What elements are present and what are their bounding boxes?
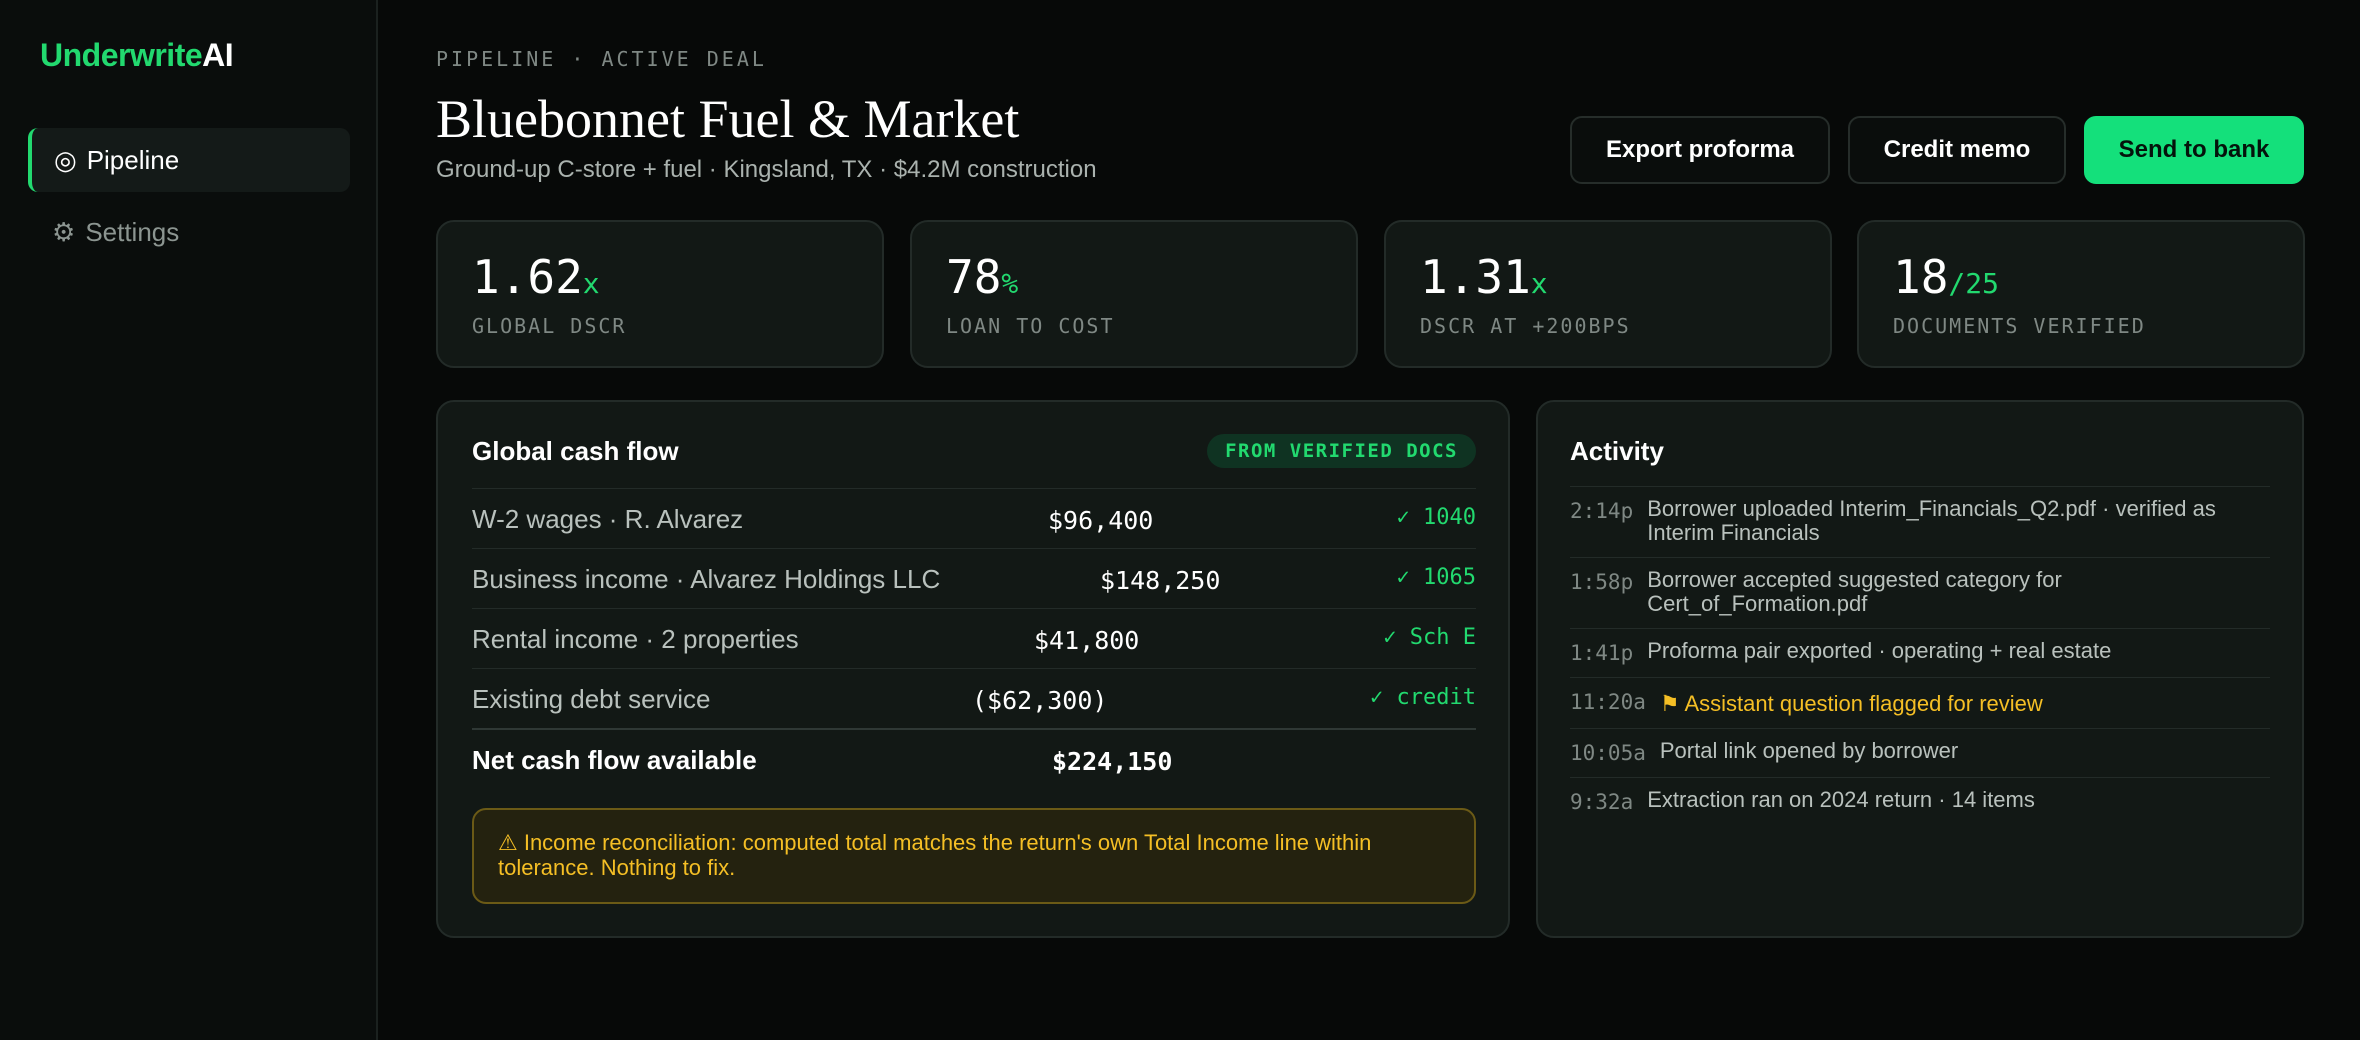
list-item[interactable]: 2:14p Borrower uploaded Interim_Financia… (1570, 486, 2270, 557)
sidebar-item-label: Pipeline (86, 144, 180, 175)
logo-accent-text: Underwrite (40, 37, 203, 73)
pipeline-icon: ◎ (54, 144, 77, 175)
sidebar-item-pipeline[interactable]: ◎ Pipeline (28, 128, 350, 192)
credit-memo-button[interactable]: Credit memo (1848, 116, 2066, 184)
export-proforma-button[interactable]: Export proforma (1570, 116, 1830, 184)
kpi-suffix: x (582, 267, 600, 300)
kpi-value: 1.62x (472, 250, 600, 304)
total-amount: $224,150 (1052, 747, 1173, 776)
activity-panel: Activity 2:14p Borrower uploaded Interim… (1536, 400, 2304, 938)
row-label: Rental income · 2 properties (472, 624, 799, 654)
table-row[interactable]: Existing debt service ($62,300) ✓ credit (472, 668, 1476, 728)
activity-list: 2:14p Borrower uploaded Interim_Financia… (1570, 486, 2270, 826)
sidebar-item-settings[interactable]: ⚙ Settings (28, 200, 350, 264)
kpi-suffix: x (1530, 267, 1548, 300)
table-row[interactable]: Rental income · 2 properties $41,800 ✓ S… (472, 608, 1476, 668)
total-row: Net cash flow available $224,150 (472, 728, 1476, 788)
activity-time: 1:58p (1570, 570, 1634, 594)
kpi-label: GLOBAL DSCR (472, 314, 627, 338)
page-subtitle: Ground-up C-store + fuel · Kingsland, TX… (436, 156, 1097, 183)
breadcrumb: PIPELINE · ACTIVE DEAL (436, 47, 767, 71)
kpi-suffix: /25 (1948, 267, 1999, 300)
total-label: Net cash flow available (472, 745, 757, 775)
kpi-card-documents-verified: 18/25 DOCUMENTS VERIFIED (1857, 220, 2305, 368)
kpi-card-loan-to-cost: 78% LOAN TO COST (910, 220, 1358, 368)
row-source: ✓ credit (1370, 685, 1476, 710)
verified-docs-badge: FROM VERIFIED DOCS (1207, 434, 1476, 468)
panel-title: Global cash flow (472, 436, 679, 466)
kpi-value: 78% (946, 250, 1018, 304)
row-amount: $41,800 (1034, 626, 1140, 655)
kpi-card-global-dscr: 1.62x GLOBAL DSCR (436, 220, 884, 368)
list-item[interactable]: 1:58p Borrower accepted suggested catego… (1570, 557, 2270, 628)
kpi-value: 1.31x (1420, 250, 1548, 304)
gear-icon: ⚙ (52, 216, 76, 247)
kpi-label: DSCR AT +200BPS (1420, 314, 1631, 338)
kpi-number: 18 (1893, 250, 1949, 304)
row-amount: ($62,300) (972, 686, 1108, 715)
row-label: Business income · Alvarez Holdings LLC (472, 564, 941, 594)
table-row[interactable]: W-2 wages · R. Alvarez $96,400 ✓ 1040 (472, 488, 1476, 548)
reconciliation-notice: ⚠ Income reconciliation: computed total … (472, 808, 1476, 904)
row-source: ✓ Sch E (1383, 625, 1476, 650)
row-amount: $96,400 (1048, 506, 1154, 535)
cash-flow-table: W-2 wages · R. Alvarez $96,400 ✓ 1040 Bu… (472, 488, 1476, 788)
row-source: ✓ 1065 (1396, 565, 1476, 590)
list-item-flagged[interactable]: 11:20a ⚑ Assistant question flagged for … (1570, 677, 2270, 728)
table-row[interactable]: Business income · Alvarez Holdings LLC $… (472, 548, 1476, 608)
activity-text: Portal link opened by borrower (1659, 738, 1959, 763)
panel-title: Activity (1570, 436, 1664, 466)
activity-text-flagged: ⚑ Assistant question flagged for review (1659, 691, 2043, 716)
list-item[interactable]: 1:41p Proforma pair exported · operating… (1570, 628, 2270, 677)
row-label: W-2 wages · R. Alvarez (472, 504, 744, 534)
activity-text: Borrower accepted suggested category for… (1647, 567, 2062, 616)
kpi-label: DOCUMENTS VERIFIED (1893, 314, 2146, 338)
activity-time: 11:20a (1570, 690, 1646, 714)
list-item[interactable]: 10:05a Portal link opened by borrower (1570, 728, 2270, 777)
global-cash-flow-panel: Global cash flow FROM VERIFIED DOCS W-2 … (436, 400, 1510, 938)
page-title: Bluebonnet Fuel & Market (436, 89, 1020, 149)
sidebar-item-label: Settings (85, 216, 180, 247)
kpi-number: 1.62 (472, 250, 583, 304)
list-item[interactable]: 9:32a Extraction ran on 2024 return · 14… (1570, 777, 2270, 826)
row-amount: $148,250 (1100, 566, 1221, 595)
logo-plain-text: AI (202, 37, 234, 73)
kpi-number: 1.31 (1420, 250, 1531, 304)
activity-text: Borrower uploaded Interim_Financials_Q2.… (1647, 496, 2216, 545)
app-logo[interactable]: UnderwriteAI (40, 37, 234, 74)
activity-text: Extraction ran on 2024 return · 14 items (1647, 787, 2035, 812)
activity-time: 2:14p (1570, 499, 1634, 523)
activity-text: Proforma pair exported · operating + rea… (1647, 638, 2112, 663)
send-to-bank-button[interactable]: Send to bank (2084, 116, 2304, 184)
kpi-card-dscr-stress: 1.31x DSCR AT +200BPS (1384, 220, 1832, 368)
activity-time: 9:32a (1570, 790, 1634, 814)
row-source: ✓ 1040 (1396, 505, 1476, 530)
activity-time: 1:41p (1570, 641, 1634, 665)
activity-time: 10:05a (1570, 741, 1646, 765)
kpi-number: 78 (946, 250, 1002, 304)
kpi-value: 18/25 (1893, 250, 1999, 304)
sidebar: UnderwriteAI ◎ Pipeline ⚙ Settings (0, 0, 378, 1040)
row-label: Existing debt service (472, 684, 711, 714)
kpi-label: LOAN TO COST (946, 314, 1115, 338)
kpi-suffix: % (1001, 267, 1019, 300)
